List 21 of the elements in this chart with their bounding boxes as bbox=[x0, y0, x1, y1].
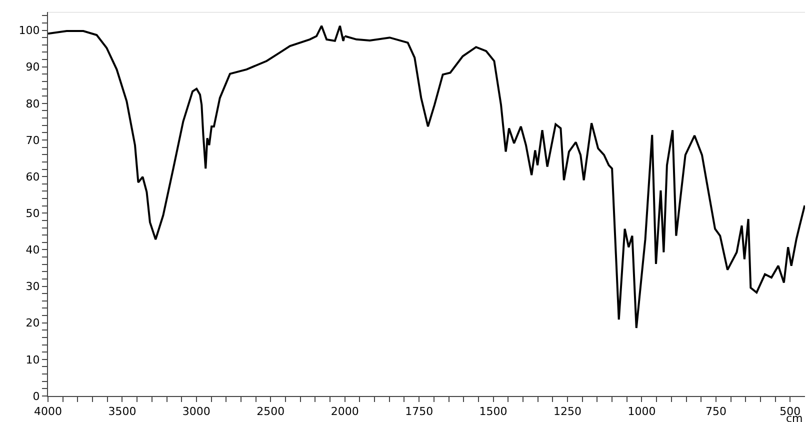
y-tick-label: 0 bbox=[32, 390, 40, 403]
y-tick-label: 20 bbox=[26, 316, 40, 330]
x-tick-label: 3500 bbox=[108, 405, 136, 418]
x-tick-label: 1000 bbox=[628, 405, 656, 418]
x-tick-label: 2500 bbox=[256, 405, 285, 418]
x-tick-label: 4000 bbox=[34, 405, 62, 418]
x-tick-label: 3000 bbox=[182, 405, 210, 418]
x-tick-label: 1250 bbox=[554, 405, 582, 418]
x-tick-label: 1500 bbox=[479, 405, 508, 418]
y-tick-label: 60 bbox=[26, 170, 40, 184]
y-tick-label: 50 bbox=[26, 206, 40, 220]
x-tick-label: 1750 bbox=[405, 405, 434, 418]
y-tick-label: 10 bbox=[26, 353, 40, 366]
y-tick-label: 70 bbox=[26, 134, 40, 147]
y-tick-label: 80 bbox=[26, 97, 40, 110]
y-tick-label: 90 bbox=[26, 60, 40, 74]
y-tick-label: 100 bbox=[18, 24, 40, 38]
y-tick-label: 30 bbox=[26, 280, 40, 294]
x-tick-label: 2000 bbox=[330, 405, 359, 418]
x-tick-label: 750 bbox=[705, 405, 726, 418]
y-tick-label: 40 bbox=[26, 244, 40, 257]
